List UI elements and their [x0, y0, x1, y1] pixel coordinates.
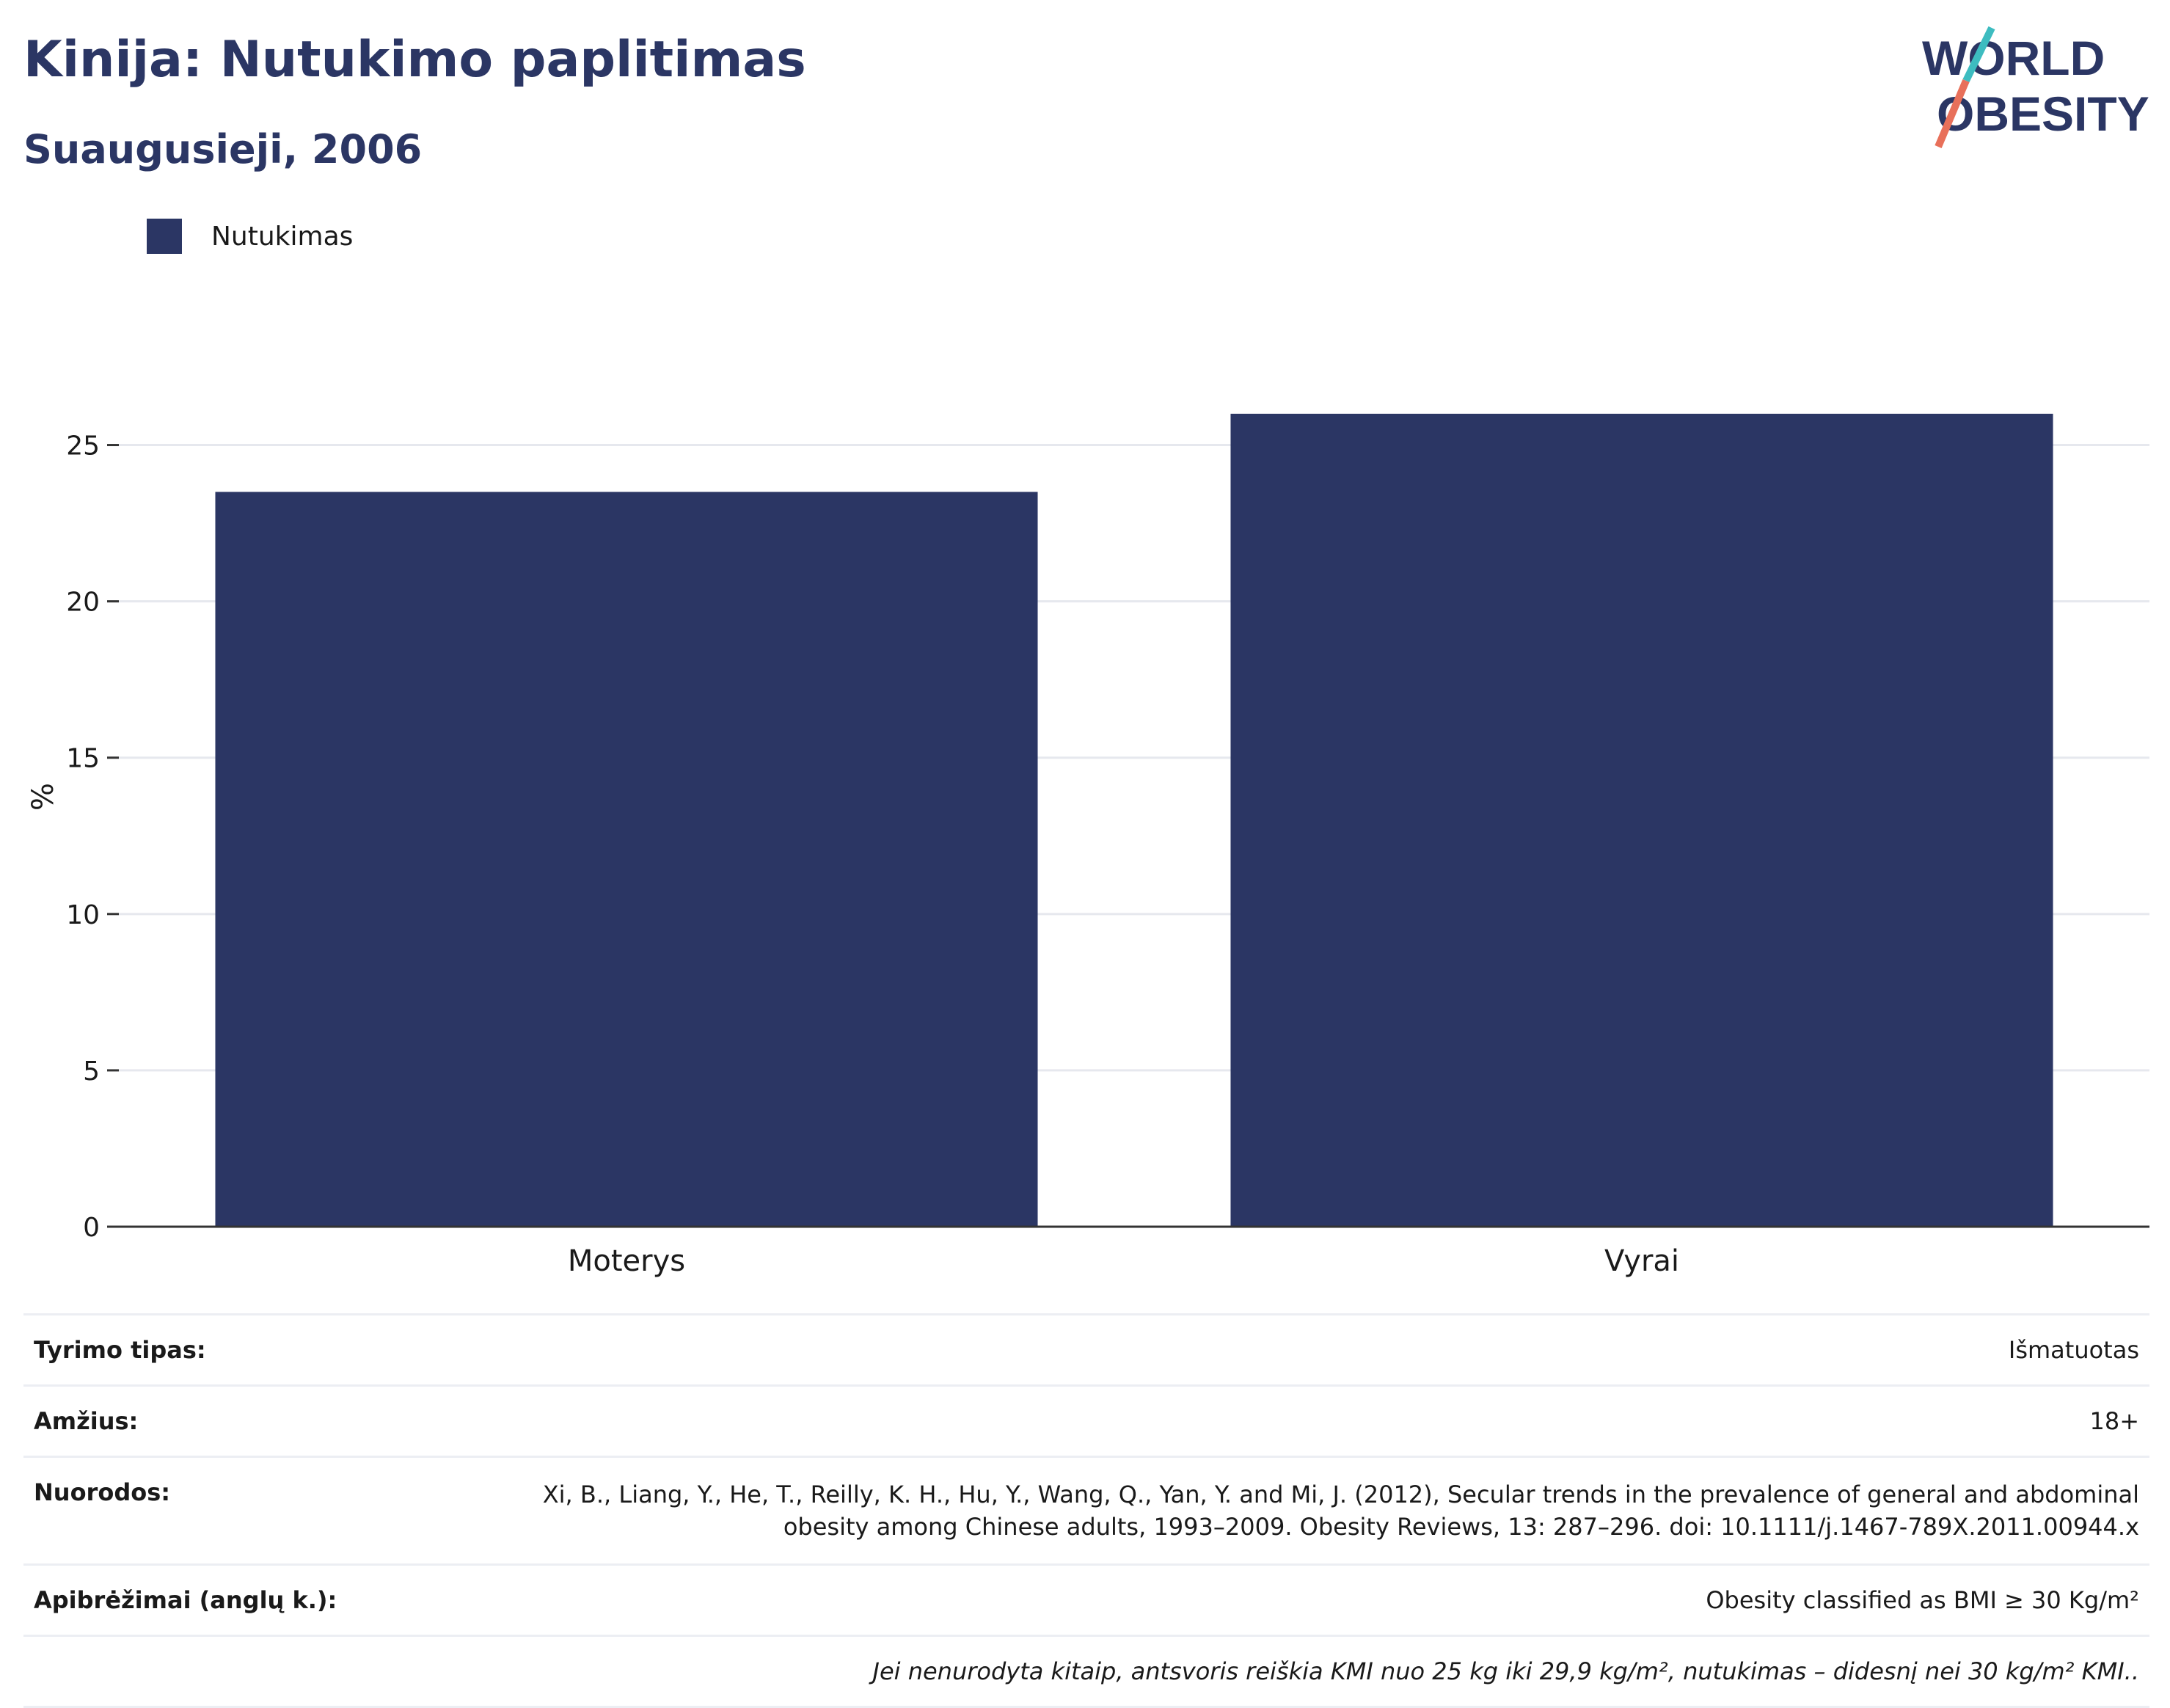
meta-row-age: Amžius: 18+	[23, 1384, 2149, 1456]
y-tick-label: 25	[66, 431, 100, 461]
meta-note: Jei nenurodyta kitaip, antsvoris reiškia…	[872, 1657, 2140, 1685]
x-tick-label: Moterys	[568, 1244, 685, 1278]
y-tick-label: 5	[83, 1056, 100, 1087]
metadata-table: Tyrimo tipas: Išmatuotas Amžius: 18+ Nuo…	[23, 1313, 2149, 1708]
meta-value: Xi, B., Liang, Y., He, T., Reilly, K. H.…	[542, 1481, 2139, 1541]
logo-line1: WORLD	[1922, 31, 2105, 85]
meta-row-definitions: Apibrėžimai (anglų k.): Obesity classifi…	[23, 1563, 2149, 1635]
chart-title: Kinija: Nutukimo paplitimas	[23, 31, 806, 89]
logo-line2: OBESITY	[1937, 87, 2149, 141]
meta-row-survey-type: Tyrimo tipas: Išmatuotas	[23, 1313, 2149, 1384]
y-axis-label: %	[26, 783, 60, 811]
x-tick-label: Vyrai	[1604, 1244, 1679, 1278]
legend-label: Nutukimas	[211, 221, 354, 252]
y-tick-label: 20	[66, 588, 100, 618]
meta-key: Apibrėžimai (anglų k.):	[34, 1586, 337, 1614]
logo-teal-slash	[1962, 26, 1995, 83]
y-tick-label: 15	[66, 744, 100, 774]
y-tick-label: 0	[83, 1213, 100, 1243]
bar-chart: 0 5 10 15 20 25 Moterys Vyrai%	[26, 413, 2149, 1278]
meta-key: Amžius:	[34, 1407, 139, 1435]
meta-row-references: Nuorodos: Xi, B., Liang, Y., He, T., Rei…	[23, 1456, 2149, 1563]
bar	[215, 492, 1038, 1227]
y-tick-label: 10	[66, 900, 100, 930]
legend[interactable]: Nutukimas	[147, 219, 353, 254]
world-obesity-logo: WORLD OBESITY	[1922, 26, 2149, 148]
logo-coral-slash	[1935, 79, 1970, 148]
meta-value: 18+	[2089, 1407, 2139, 1435]
legend-swatch	[147, 219, 182, 254]
meta-value: Obesity classified as BMI ≥ 30 Kg/m²	[1706, 1586, 2139, 1614]
meta-key: Nuorodos:	[34, 1478, 171, 1506]
chart-subtitle: Suaugusieji, 2006	[23, 126, 423, 172]
meta-value: Išmatuotas	[2008, 1336, 2139, 1364]
meta-key: Tyrimo tipas:	[34, 1336, 206, 1364]
bar	[1230, 413, 2053, 1227]
meta-row-note: Jei nenurodyta kitaip, antsvoris reiškia…	[23, 1635, 2149, 1708]
